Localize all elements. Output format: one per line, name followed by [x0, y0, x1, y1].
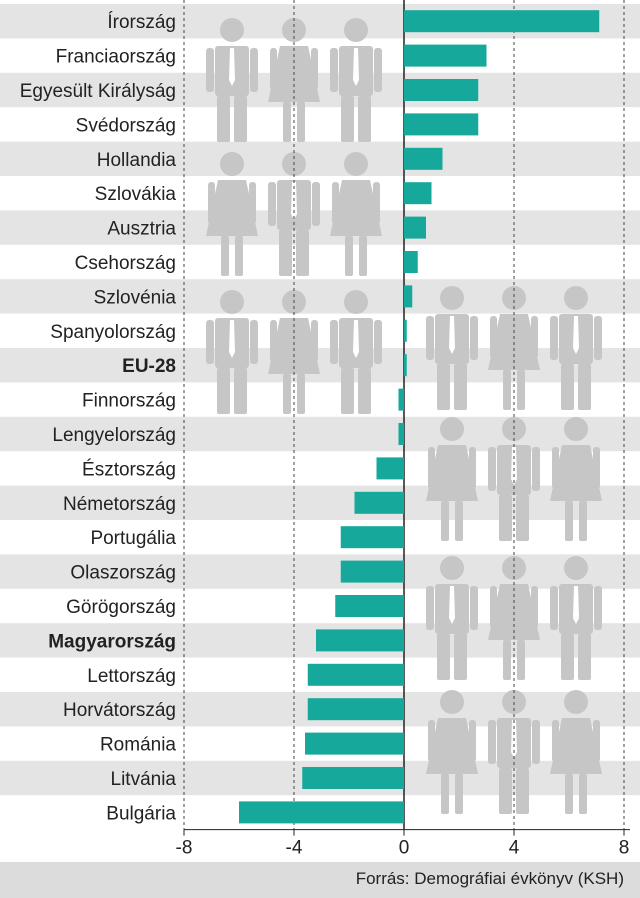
gridlines [183, 0, 625, 830]
category-label: Svédország [76, 115, 176, 136]
bars [239, 10, 600, 824]
category-label: EU-28 [122, 356, 176, 377]
bar [335, 595, 404, 617]
category-label: Olaszország [70, 563, 176, 584]
row-band [0, 348, 640, 383]
bar [398, 423, 404, 445]
bar [404, 79, 479, 101]
category-label: Írország [107, 12, 176, 33]
category-label: Bulgária [106, 803, 176, 824]
person-female-icon [206, 152, 258, 276]
bar [376, 457, 404, 480]
bar [404, 216, 426, 239]
category-label: Hollandia [97, 150, 177, 171]
x-tick-label: 8 [619, 838, 630, 859]
category-label: Ausztria [107, 219, 176, 240]
person-male-icon [550, 556, 602, 680]
person-male-icon [330, 290, 382, 414]
x-tick-label: -4 [286, 838, 303, 859]
category-label: Görögország [66, 597, 176, 618]
x-tick-label: -8 [176, 838, 193, 859]
bar [404, 285, 413, 308]
row-band [0, 554, 640, 589]
bar [404, 319, 407, 342]
bar [398, 388, 404, 411]
person-male-icon [426, 556, 478, 680]
category-label: Litvánia [111, 769, 177, 790]
bar [404, 147, 443, 170]
category-label: Franciaország [56, 47, 176, 68]
bar [307, 663, 404, 686]
category-label: Lettország [87, 666, 176, 687]
person-female-icon [426, 417, 478, 541]
bar [340, 526, 404, 549]
person-male-icon [206, 290, 258, 414]
category-label: Horvátország [63, 700, 176, 721]
category-label: Szlovénia [94, 287, 177, 308]
category-label: Észtország [82, 459, 176, 480]
category-label: Egyesült Királyság [20, 81, 176, 102]
row-band [0, 279, 640, 314]
category-label: Lengyelország [52, 425, 176, 446]
bar [340, 560, 404, 583]
person-male-icon [330, 18, 382, 142]
chart: Írország Franciaország Egyesült Királyság S… [0, 0, 640, 859]
bar [305, 732, 404, 755]
category-label: Csehország [75, 253, 176, 274]
x-tick-label: 4 [509, 838, 520, 859]
bar [404, 354, 407, 377]
bar [404, 44, 487, 67]
x-axis: -8 -4 0 4 8 [176, 829, 630, 859]
person-male-icon [206, 18, 258, 142]
person-male-icon [550, 286, 602, 410]
category-label: Portugália [90, 528, 176, 549]
category-label: Spanyolország [50, 322, 176, 343]
bar [404, 10, 600, 33]
bar [404, 113, 479, 136]
person-male-icon [426, 286, 478, 410]
category-label: Szlovákia [95, 184, 177, 205]
person-female-icon [550, 417, 602, 541]
row-band [0, 72, 640, 108]
category-label: Magyarország [48, 631, 176, 652]
row-band [0, 485, 640, 520]
bar [307, 698, 404, 721]
bar [239, 801, 404, 824]
source-text: Forrás: Demográfiai évkönyv (KSH) [355, 869, 624, 888]
category-labels: Írország Franciaország Egyesült Királyság S… [20, 12, 177, 824]
bar [404, 251, 418, 273]
category-label: Finnország [82, 391, 176, 412]
bar [404, 182, 432, 205]
person-female-icon [426, 690, 478, 814]
category-label: Németország [63, 494, 176, 515]
bar [302, 767, 404, 789]
row-band [0, 416, 640, 452]
row-band [0, 141, 640, 176]
person-female-icon [268, 290, 320, 414]
x-tick-label: 0 [399, 838, 410, 859]
person-female-icon [550, 690, 602, 814]
person-male-icon [488, 690, 540, 814]
bar [316, 629, 404, 652]
source-footer: Forrás: Demográfiai évkönyv (KSH) [0, 862, 640, 898]
person-female-icon [330, 152, 382, 276]
bar [354, 491, 404, 514]
category-label: Románia [100, 735, 176, 756]
